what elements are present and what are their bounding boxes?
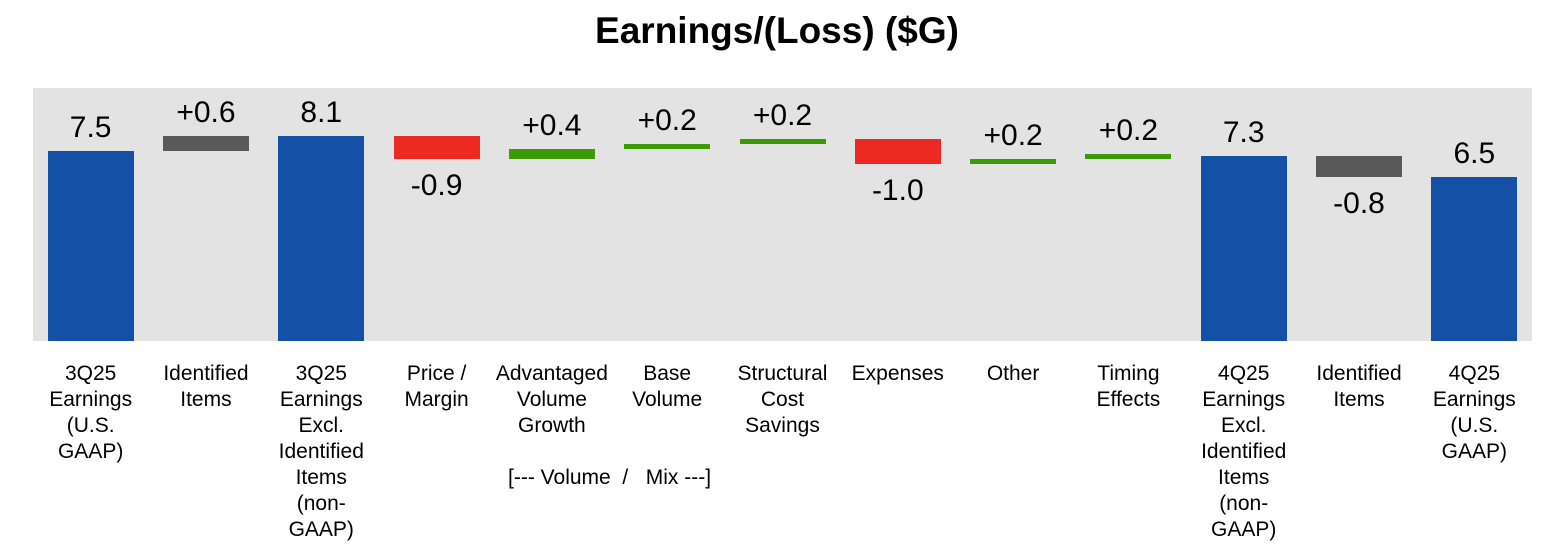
waterfall-bar-10 xyxy=(1085,153,1172,159)
waterfall-bar-4 xyxy=(393,136,480,159)
bar-value-label-4: -0.9 xyxy=(410,168,463,202)
waterfall-bar-9 xyxy=(970,158,1057,164)
waterfall-bar-2 xyxy=(162,136,249,152)
waterfall-bar-8 xyxy=(854,138,941,164)
category-label-3: 3Q25 Earnings Excl. Identified Items (no… xyxy=(278,362,364,541)
bar-value-label-9: +0.2 xyxy=(983,118,1043,152)
category-label-10: Timing Effects xyxy=(1096,362,1161,411)
bar-value-label-13: 6.5 xyxy=(1453,136,1496,170)
bar-value-label-2: +0.6 xyxy=(176,96,236,130)
category-label-2: Identified Items xyxy=(163,362,249,411)
waterfall-bar-1 xyxy=(47,151,134,341)
bar-value-label-8: -1.0 xyxy=(871,173,924,207)
bar-value-label-1: 7.5 xyxy=(69,111,112,145)
bar-value-label-12: -0.8 xyxy=(1333,186,1385,220)
category-label-1: 3Q25 Earnings (U.S. GAAP) xyxy=(49,362,133,463)
bar-value-label-11: 7.3 xyxy=(1222,116,1265,150)
category-label-13: 4Q25 Earnings (U.S. GAAP) xyxy=(1432,362,1516,463)
category-axis: [--- Volume / Mix ---] 3Q25 Earnings (U.… xyxy=(33,361,1532,556)
bar-value-label-7: +0.2 xyxy=(752,98,813,132)
bar-value-label-10: +0.2 xyxy=(1098,113,1159,147)
waterfall-bar-13 xyxy=(1431,176,1518,341)
waterfall-bar-3 xyxy=(278,136,365,341)
waterfall-bar-7 xyxy=(739,138,826,144)
bar-value-label-3: 8.1 xyxy=(300,96,343,130)
waterfall-bar-5 xyxy=(508,148,595,159)
waterfall-bar-11 xyxy=(1200,156,1287,341)
waterfall-bar-12 xyxy=(1316,156,1403,177)
category-label-5: Advantaged Volume Growth xyxy=(495,362,608,437)
category-label-11: 4Q25 Earnings Excl. Identified Items (no… xyxy=(1201,362,1287,541)
category-label-7: Structural Cost Savings xyxy=(737,362,828,437)
category-label-8: Expenses xyxy=(851,362,944,385)
chart-title: Earnings/(Loss) ($G) xyxy=(595,10,959,51)
category-label-12: Identified Items xyxy=(1316,362,1402,411)
bar-value-label-5: +0.4 xyxy=(522,108,582,142)
waterfall-bar-6 xyxy=(624,143,711,149)
category-label-4: Price / Margin xyxy=(404,362,469,411)
category-label-9: Other xyxy=(986,362,1040,385)
bar-value-label-6: +0.2 xyxy=(637,103,697,137)
plot-area: 7.5 +0.6 8.1 -0.9 +0.4 +0.2 +0.2 -1.0 +0.2 +0.2 7.… xyxy=(33,88,1532,341)
category-label-6: Base Volume xyxy=(632,362,703,411)
volume-mix-annotation: [--- Volume / Mix ---] xyxy=(508,466,712,489)
